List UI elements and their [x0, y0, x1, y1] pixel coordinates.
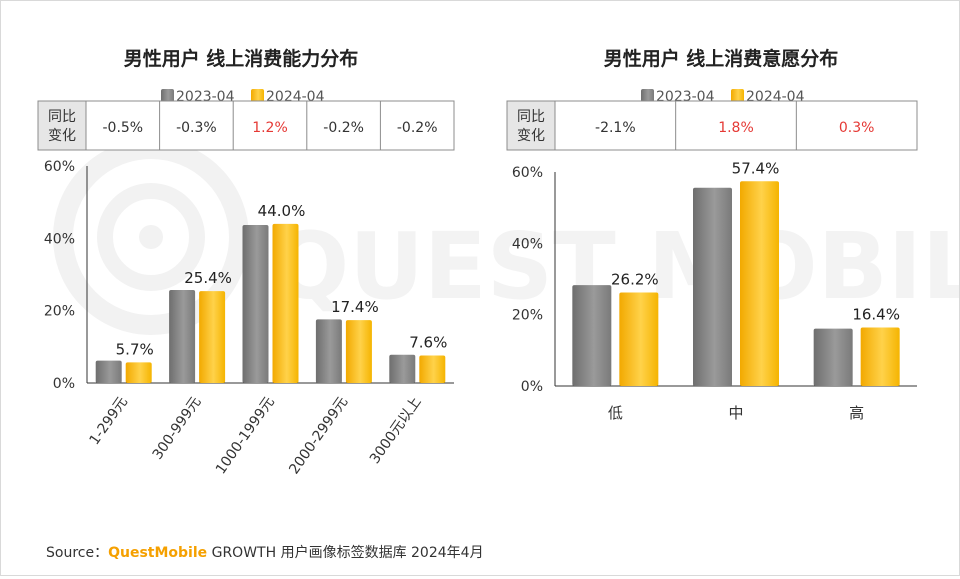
source-brand: QuestMobile [108, 545, 208, 561]
change-table-frame [506, 100, 918, 151]
change-value: 1.2% [252, 120, 288, 136]
bar-2024 [199, 291, 226, 383]
legend-swatch-2 [251, 89, 264, 102]
data-label: 57.4% [732, 159, 780, 177]
data-label: 44.0% [258, 202, 306, 220]
x-tick-label: 2000-2999元 [286, 394, 351, 477]
change-value: -0.2% [397, 120, 438, 136]
y-tick-label: 0% [521, 379, 543, 395]
change-value: -0.5% [102, 120, 143, 136]
change-label-cell [37, 100, 87, 151]
bar-2024 [272, 223, 299, 383]
bar-2023 [813, 328, 853, 386]
bar-2024 [125, 362, 152, 383]
bar-2023 [315, 319, 342, 383]
source-note: Source：QuestMobile GROWTH 用户画像标签数据库 2024… [46, 542, 484, 562]
y-tick-label: 40% [512, 236, 543, 252]
legend-swatch-1 [161, 89, 174, 102]
legend-swatch-1 [641, 89, 654, 102]
change-table: 同比变化 -0.5% -0.3% 1.2% -0.2% -0.2% [37, 100, 455, 151]
change-label: 同比变化 [517, 109, 545, 144]
axes: 0% 20% 40% 60% [512, 165, 917, 395]
bar-2024 [740, 181, 779, 386]
y-tick-label: 60% [44, 159, 75, 175]
bar-2023 [572, 285, 612, 386]
change-label: 同比变化 [48, 109, 76, 144]
bar-2023 [95, 360, 122, 383]
bar-2024 [619, 292, 659, 386]
bar-2023 [693, 187, 732, 386]
x-tick-label: 300-999元 [150, 394, 205, 463]
bar-2024 [860, 327, 900, 386]
watermark-ring-inner [97, 183, 205, 291]
data-label: 25.4% [184, 269, 232, 287]
data-label: 7.6% [409, 334, 447, 352]
data-label: 26.2% [611, 271, 659, 289]
chart-title: 男性用户 线上消费意愿分布 [604, 47, 839, 70]
data-label: 17.4% [331, 298, 379, 316]
change-table: 同比变化 -2.1% 1.8% 0.3% [506, 100, 918, 151]
y-tick-label: 40% [44, 231, 75, 247]
bar-2023 [242, 224, 269, 383]
x-tick-label: 1000-1999元 [213, 394, 278, 477]
change-value: -0.3% [176, 120, 217, 136]
y-tick-label: 60% [512, 165, 543, 181]
change-value: 0.3% [839, 120, 875, 136]
bar-2023 [389, 354, 416, 383]
source-text: GROWTH 用户画像标签数据库 2024年4月 [211, 545, 484, 561]
change-label-cell [506, 100, 556, 151]
change-value: -2.1% [595, 120, 636, 136]
y-tick-label: 20% [44, 304, 75, 320]
change-value: -0.2% [323, 120, 364, 136]
source-prefix: Source： [46, 545, 109, 561]
x-tick-label: 中 [728, 404, 743, 422]
bar-2024 [419, 355, 446, 383]
change-value: 1.8% [718, 120, 754, 136]
x-tick-label: 1-299元 [87, 394, 131, 448]
data-label: 16.4% [852, 306, 900, 324]
y-tick-label: 0% [53, 376, 75, 392]
data-label: 5.7% [116, 340, 154, 358]
chart-title: 男性用户 线上消费能力分布 [124, 47, 359, 70]
legend-swatch-2 [731, 89, 744, 102]
x-tick-label: 低 [608, 404, 623, 422]
y-tick-label: 20% [512, 308, 543, 324]
bar-2023 [169, 290, 196, 383]
watermark-dot [139, 225, 163, 249]
x-tick-label: 3000元以上 [367, 394, 425, 467]
bar-2024 [345, 320, 372, 383]
change-table-frame [37, 100, 455, 151]
x-tick-label: 高 [849, 404, 864, 422]
watermark-text: QUEST MOBILE [271, 213, 959, 320]
